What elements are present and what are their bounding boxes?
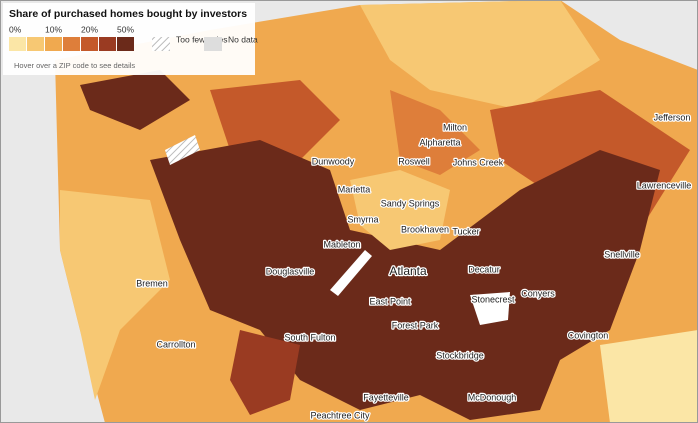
place-label: Johns Creek [453, 157, 504, 167]
region [360, 0, 600, 110]
legend-swatch [27, 37, 44, 51]
legend-swatch [117, 37, 134, 51]
place-label: Sandy Springs [381, 198, 440, 208]
region [60, 190, 170, 400]
region [390, 90, 480, 175]
place-label: Milton [443, 122, 467, 132]
place-label: Atlanta [389, 264, 427, 278]
legend-label: 50% [117, 24, 134, 34]
too-few-sales-area [165, 135, 200, 165]
place-label: Douglasville [266, 266, 315, 276]
place-label: South Fulton [284, 332, 335, 342]
too-few-label: Too few sales [176, 34, 228, 44]
place-label: Mableton [323, 239, 360, 249]
region [210, 80, 340, 160]
place-label: Lawrenceville [637, 180, 692, 190]
legend-label: 0% [9, 24, 22, 34]
place-label: Carrollton [156, 339, 195, 349]
no-data-swatch [204, 37, 222, 51]
water [470, 292, 510, 325]
place-label: Bremen [136, 278, 168, 288]
place-label: Jefferson [654, 112, 691, 122]
legend-label: 20% [81, 24, 98, 34]
legend-label: 10% [45, 24, 62, 34]
legend-swatch [63, 37, 80, 51]
place-label: Fayetteville [363, 392, 409, 402]
place-label: Stockbridge [436, 350, 484, 360]
place-label: Alpharetta [419, 137, 460, 147]
place-label: Forest Park [392, 320, 439, 330]
place-label: Snellville [604, 249, 640, 259]
place-label: Marietta [338, 184, 371, 194]
place-labels: Milton Alpharetta Roswell Johns Creek Du… [135, 111, 693, 422]
legend-note: Hover over a ZIP code to see details [14, 61, 135, 70]
water [330, 250, 372, 296]
place-label: Dunwoody [312, 156, 355, 166]
place-label: Covington [568, 330, 609, 340]
region [80, 70, 190, 130]
legend-swatch [9, 37, 26, 51]
region [230, 330, 300, 415]
place-label: Brookhaven [401, 224, 449, 234]
place-label: Conyers [521, 288, 555, 298]
legend-swatch [81, 37, 98, 51]
no-data-label: No data [228, 34, 258, 44]
region [350, 170, 450, 250]
legend-swatch [45, 37, 62, 51]
region [600, 330, 698, 423]
place-label: McDonough [468, 392, 517, 402]
legend-swatch [99, 37, 116, 51]
place-label: Smyrna [347, 214, 378, 224]
place-label: Roswell [398, 156, 430, 166]
place-label: Peachtree City [310, 410, 370, 420]
place-label: Tucker [452, 226, 479, 236]
place-label: Decatur [468, 264, 500, 274]
too-few-swatch [152, 37, 170, 51]
legend-title: Share of purchased homes bought by inves… [9, 8, 247, 20]
place-label: Stonecrest [471, 294, 515, 304]
legend: Share of purchased homes bought by inves… [3, 3, 258, 75]
place-label: East Point [369, 296, 411, 306]
